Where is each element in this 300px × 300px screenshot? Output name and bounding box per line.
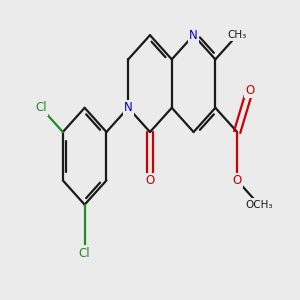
Text: Cl: Cl <box>35 101 47 114</box>
Text: N: N <box>124 101 133 114</box>
Text: Cl: Cl <box>79 247 90 260</box>
Text: N: N <box>189 29 198 42</box>
Text: CH₃: CH₃ <box>227 30 247 40</box>
Text: O: O <box>146 174 154 187</box>
Text: O: O <box>232 174 242 187</box>
Text: O: O <box>245 84 254 97</box>
Text: OCH₃: OCH₃ <box>245 200 273 210</box>
